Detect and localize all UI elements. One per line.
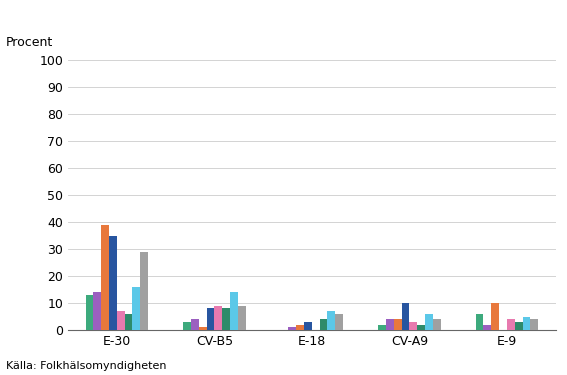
Bar [409,322,417,330]
Bar [94,292,101,330]
Bar [191,319,198,330]
Bar [222,308,230,330]
Bar [476,314,484,330]
Bar [507,319,515,330]
Bar [238,306,246,330]
Bar [491,303,499,330]
Bar [214,306,222,330]
Bar [484,325,491,330]
Bar [320,319,328,330]
Bar [335,314,343,330]
Bar [230,292,238,330]
Bar [206,308,214,330]
Bar [133,287,140,330]
Bar [140,252,148,330]
Text: Källa: Folkhälsomyndigheten: Källa: Folkhälsomyndigheten [6,361,166,371]
Bar [183,322,191,330]
Bar [530,319,538,330]
Bar [425,314,433,330]
Bar [198,327,206,330]
Bar [117,311,125,330]
Bar [433,319,441,330]
Bar [109,236,117,330]
Bar [417,325,425,330]
Bar [125,314,133,330]
Bar [328,311,335,330]
Bar [393,319,401,330]
Bar [86,295,94,330]
Bar [515,322,523,330]
Bar [378,325,386,330]
Bar [401,303,409,330]
Bar [289,327,296,330]
Bar [304,322,312,330]
Bar [101,225,109,330]
Bar [523,316,530,330]
Bar [386,319,393,330]
Bar [296,325,304,330]
Text: Procent: Procent [6,36,53,49]
